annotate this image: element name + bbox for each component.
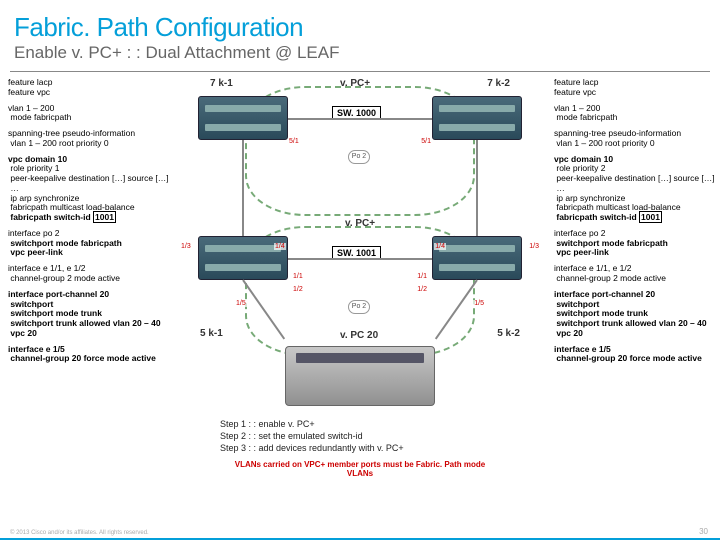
vpc20-label: v. PC 20 [340, 330, 378, 341]
content-columns: feature lacpfeature vpc vlan 1 – 200 mod… [0, 78, 720, 478]
cfg-line: channel-group 20 force mode active [8, 354, 166, 364]
port-label: 1/4 [274, 243, 286, 250]
cfg-text: fabricpath switch-id [8, 212, 93, 222]
cfg-line: vpc 20 [554, 329, 712, 339]
device-label-7k1: 7 k-1 [210, 78, 233, 89]
cfg-line: feature vpc [8, 88, 166, 98]
cfg-line: channel-group 2 mode active [8, 274, 166, 284]
cfg-line: vpc peer-link [554, 248, 712, 258]
cfg-line: mode fabricpath [8, 113, 166, 123]
cfg-line: fabricpath switch-id 1001 [554, 213, 712, 223]
port-label: 1/5 [473, 300, 485, 307]
cfg-line: peer-keepalive destination […] source […… [8, 174, 166, 184]
cfg-line: fabricpath switch-id 1001 [8, 213, 166, 223]
switch-7k2 [432, 96, 522, 140]
cfg-line: vlan 1 – 200 root priority 0 [8, 139, 166, 149]
cfg-line: channel-group 2 mode active [554, 274, 712, 284]
server-switch [285, 346, 435, 406]
steps-block: Step 1 : : enable v. PC+ Step 2 : : set … [220, 418, 404, 454]
link [476, 140, 478, 236]
page-number: 30 [699, 527, 708, 536]
port-label: 1/2 [292, 286, 304, 293]
port-label: 1/1 [292, 273, 304, 280]
port-label: 5/1 [288, 138, 300, 145]
cfg-line: vpc 20 [8, 329, 166, 339]
switch-7k1 [198, 96, 288, 140]
device-label-5k2: 5 k-2 [497, 328, 520, 339]
port-label: 1/1 [416, 273, 428, 280]
divider [10, 71, 710, 72]
config-left: feature lacpfeature vpc vlan 1 – 200 mod… [8, 78, 166, 478]
peer-link-mid [288, 258, 432, 260]
switch-id-highlight: 1001 [93, 211, 116, 223]
port-label: 1/5 [235, 300, 247, 307]
device-label-7k2: 7 k-2 [487, 78, 510, 89]
port-label: 1/4 [434, 243, 446, 250]
copyright: © 2013 Cisco and/or its affiliates. All … [10, 530, 149, 536]
device-label-5k1: 5 k-1 [200, 328, 223, 339]
step-line: Step 2 : : set the emulated switch-id [220, 430, 404, 442]
step-line: Step 3 : : add devices redundantly with … [220, 442, 404, 454]
cfg-line: vlan 1 – 200 root priority 0 [554, 139, 712, 149]
cfg-line: peer-keepalive destination […] source […… [554, 174, 712, 184]
po2-top: Po 2 [348, 150, 370, 164]
config-right: feature lacpfeature vpc vlan 1 – 200 mod… [554, 78, 712, 478]
switch-id-highlight: 1001 [639, 211, 662, 223]
port-label: 5/1 [420, 138, 432, 145]
cfg-line: feature vpc [554, 88, 712, 98]
po2-mid: Po 2 [348, 300, 370, 314]
cfg-line: channel-group 20 force mode active [554, 354, 712, 364]
vlan-note: VLANs carried on VPC+ member ports must … [230, 460, 490, 478]
cfg-line: vpc peer-link [8, 248, 166, 258]
page-title: Fabric. Path Configuration [0, 0, 720, 43]
diagram-area: 7 k-1 v. PC+ 7 k-2 SW. 1000 Po 2 5/1 5/1… [170, 78, 550, 478]
peer-link-top [288, 118, 432, 120]
cfg-line: mode fabricpath [554, 113, 712, 123]
port-label: 1/3 [180, 243, 192, 250]
page-subtitle: Enable v. PC+ : : Dual Attachment @ LEAF [0, 43, 720, 71]
port-label: 1/3 [528, 243, 540, 250]
link [242, 140, 244, 236]
cfg-text: fabricpath switch-id [554, 212, 639, 222]
port-label: 1/2 [416, 286, 428, 293]
step-line: Step 1 : : enable v. PC+ [220, 418, 404, 430]
